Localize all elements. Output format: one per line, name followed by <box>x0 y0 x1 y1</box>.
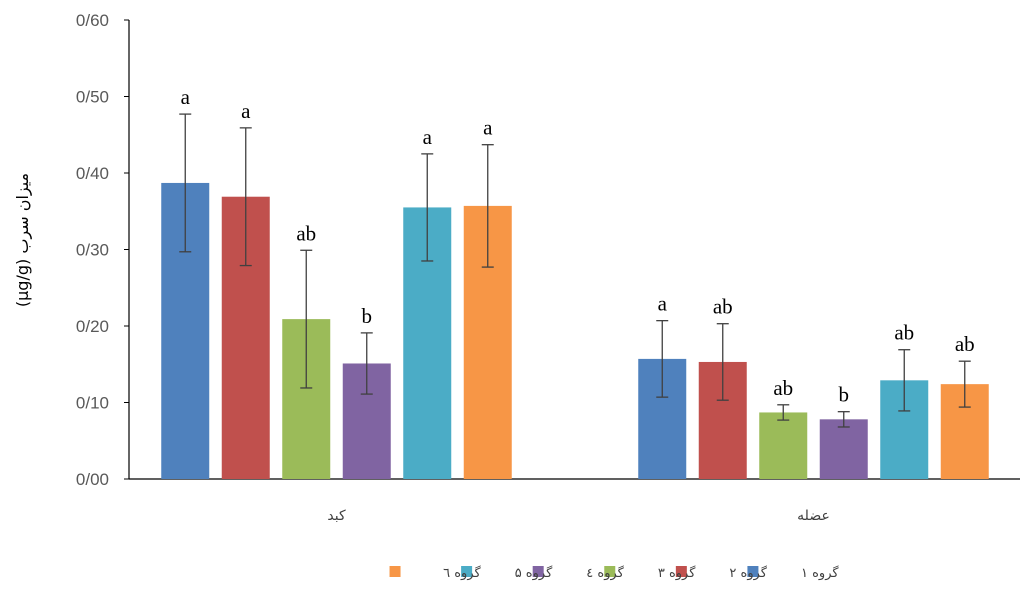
y-tick-label: 0/20 <box>76 317 109 336</box>
significance-label: b <box>839 383 850 407</box>
y-axis-label: میزان سرب (µg/g) <box>13 173 33 307</box>
y-tick-labels: 0/00 0/10 0/20 0/30 0/40 0/50 0/60 <box>76 11 129 489</box>
legend-swatch <box>389 566 401 577</box>
y-tick-label: 0/30 <box>76 241 109 260</box>
bar <box>759 412 808 479</box>
legend-swatch <box>461 566 473 577</box>
y-tick-label: 0/40 <box>76 164 109 183</box>
y-tick-label: 0/10 <box>76 394 109 413</box>
legend-swatch <box>675 566 687 577</box>
significance-label: a <box>658 292 668 316</box>
legend-label: گروه ٤ <box>586 565 624 581</box>
y-tick-label: 0/60 <box>76 11 109 30</box>
significance-label: a <box>423 125 433 149</box>
category-label: عضله <box>797 508 830 524</box>
legend-label: گروه ۵ <box>515 565 553 581</box>
significance-labels: a a ab b a a a ab ab b ab ab <box>181 85 975 407</box>
legend-swatch <box>604 566 616 577</box>
significance-label: a <box>181 85 191 109</box>
legend-label: گروه ۳ <box>658 565 696 581</box>
category-labels: کبد عضله <box>327 508 829 524</box>
y-tick-label: 0/00 <box>76 470 109 489</box>
legend-label: گروه ٦ <box>443 565 481 581</box>
error-bars <box>179 113 971 428</box>
significance-label: ab <box>296 221 316 245</box>
significance-label: ab <box>955 332 975 356</box>
significance-label: a <box>483 116 493 140</box>
y-tick-label: 0/50 <box>76 88 109 107</box>
significance-label: ab <box>773 376 793 400</box>
legend-label: گروه ۱ <box>801 565 839 581</box>
category-label: کبد <box>327 508 346 524</box>
significance-label: ab <box>713 295 733 319</box>
legend: گروه ۱ گروه ۲ گروه ۳ گروه ٤ گروه ۵ گروه ٦ <box>389 565 839 581</box>
significance-label: b <box>362 304 373 328</box>
bar <box>819 419 868 479</box>
legend-swatch <box>747 566 759 577</box>
significance-label: ab <box>894 321 914 345</box>
legend-label: گروه ۲ <box>729 565 767 581</box>
bars <box>161 182 989 480</box>
significance-label: a <box>241 99 251 123</box>
legend-swatch <box>532 566 544 577</box>
